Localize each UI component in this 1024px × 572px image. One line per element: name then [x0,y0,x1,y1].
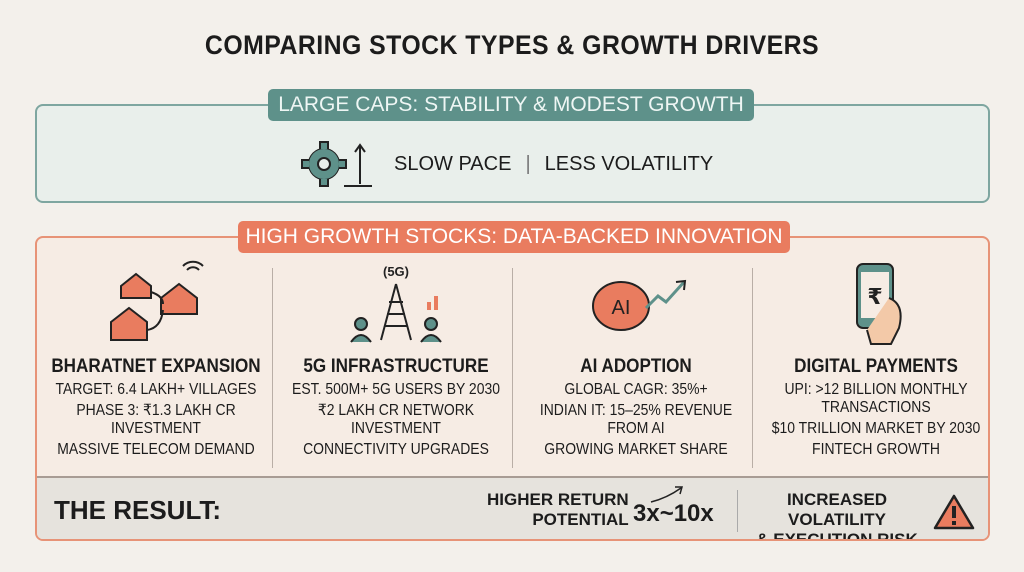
less-volatility-text: LESS VOLATILITY [544,152,714,175]
column-line: GROWING MARKET SHARE [544,441,728,458]
column-heading: DIGITAL PAYMENTS [794,356,958,377]
separator: | [525,152,531,175]
return-line1: HIGHER RETURN [487,490,629,509]
risk-line1: INCREASED VOLATILITY [786,490,888,529]
5g-label: (5G) [383,264,409,279]
result-divider [737,490,738,532]
higher-return-text: HIGHER RETURN POTENTIAL [487,490,629,530]
result-label: THE RESULT: [54,495,222,525]
column-line: $10 TRILLION MARKET BY 2030 [771,420,981,437]
column-heading: BHARATNET EXPANSION [51,356,261,377]
result-bar: THE RESULT: HIGHER RETURN POTENTIAL 3x~10… [37,476,988,541]
column-line: TARGET: 6.4 LAKH+ VILLAGES [55,381,257,398]
high-growth-tag: HIGH GROWTH STOCKS: DATA-BACKED INNOVATI… [238,221,790,253]
column-bharatnet: BHARATNET EXPANSION TARGET: 6.4 LAKH+ VI… [36,258,276,459]
column-line: INDIAN IT: 15–25% REVENUE FROM AI [539,402,733,437]
column-divider [752,268,753,468]
column-heading: 5G INFRASTRUCTURE [303,356,489,377]
phone-rupee-icon: ₹ [856,263,902,345]
column-divider [272,268,273,468]
column-line: ₹2 LAKH CR NETWORK INVESTMENT [317,402,475,437]
ai-brain-growth-icon: AI [592,279,687,331]
arrow-up-icon [650,486,683,503]
large-caps-summary: SLOW PACE | LESS VOLATILITY [300,140,713,188]
column-line: EST. 500M+ 5G USERS BY 2030 [292,381,500,398]
risk-line2: & EXECUTION RISK [756,530,918,541]
gear-up-arrow-icon [301,141,372,187]
large-caps-tag: LARGE CAPS: STABILITY & MODEST GROWTH [268,89,754,121]
page-title: COMPARING STOCK TYPES & GROWTH DRIVERS [204,30,820,60]
column-line: GLOBAL CAGR: 35%+ [564,381,708,398]
column-line: FINTECH GROWTH [812,441,940,458]
warning-icon [933,494,975,530]
connected-houses-icon [110,260,204,341]
column-line: UPI: >12 BILLION MONTHLY TRANSACTIONS [784,381,968,416]
column-5g: (5G) 5G INFRASTRUCTURE EST. 500M+ 5G USE… [276,258,516,459]
column-line: CONNECTIVITY UPGRADES [303,441,489,458]
ai-label: AI [612,297,631,319]
column-heading: AI ADOPTION [580,356,692,377]
5g-tower-icon: (5G) [350,264,442,343]
column-line: PHASE 3: ₹1.3 LAKH CR INVESTMENT [76,402,236,437]
return-line2: POTENTIAL [532,510,629,529]
slow-pace-text: SLOW PACE [394,152,512,175]
risk-text: INCREASED VOLATILITY & EXECUTION RISK [737,490,937,541]
column-digital-payments: ₹ DIGITAL PAYMENTS UPI: >12 BILLION MONT… [756,258,996,459]
column-divider [512,268,513,468]
column-line: MASSIVE TELECOM DEMAND [57,441,255,458]
column-ai: AI AI ADOPTION GLOBAL CAGR: 35%+ INDIAN … [516,258,756,459]
rupee-label: ₹ [867,285,882,310]
return-multiple: 3x~10x [633,500,714,527]
